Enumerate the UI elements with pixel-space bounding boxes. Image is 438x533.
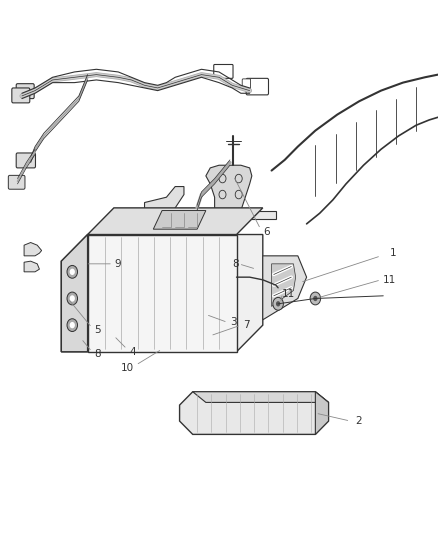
FancyBboxPatch shape [16,84,34,99]
Polygon shape [153,211,206,229]
Polygon shape [145,211,276,219]
FancyBboxPatch shape [246,78,268,95]
Text: 11: 11 [282,289,295,299]
Text: 8: 8 [94,350,101,359]
Text: 8: 8 [232,259,239,269]
Circle shape [67,292,78,305]
Text: 7: 7 [243,320,250,330]
Circle shape [276,301,280,306]
FancyBboxPatch shape [16,153,35,168]
Circle shape [273,297,283,310]
FancyBboxPatch shape [8,175,25,189]
Circle shape [310,292,321,305]
Circle shape [70,269,75,275]
Text: 4: 4 [129,347,136,357]
Polygon shape [61,235,88,352]
Text: 5: 5 [94,326,101,335]
Text: 2: 2 [355,416,361,426]
FancyBboxPatch shape [242,79,251,89]
FancyBboxPatch shape [12,88,30,103]
Circle shape [67,319,78,332]
Polygon shape [206,165,252,211]
Polygon shape [193,392,328,402]
Text: 6: 6 [263,227,269,237]
Text: 3: 3 [230,318,237,327]
Circle shape [313,296,318,301]
FancyBboxPatch shape [214,64,233,78]
Circle shape [67,265,78,278]
Polygon shape [272,264,296,306]
Polygon shape [61,235,263,352]
Polygon shape [263,256,307,320]
Text: 11: 11 [383,275,396,285]
Polygon shape [24,261,39,272]
Polygon shape [24,243,42,256]
Text: 1: 1 [390,248,396,258]
Text: 10: 10 [120,363,134,373]
Circle shape [70,295,75,302]
Polygon shape [315,392,328,434]
Polygon shape [88,208,263,235]
Text: 9: 9 [114,259,120,269]
Polygon shape [145,187,184,216]
Polygon shape [180,392,328,434]
Circle shape [70,322,75,328]
Polygon shape [88,235,237,352]
